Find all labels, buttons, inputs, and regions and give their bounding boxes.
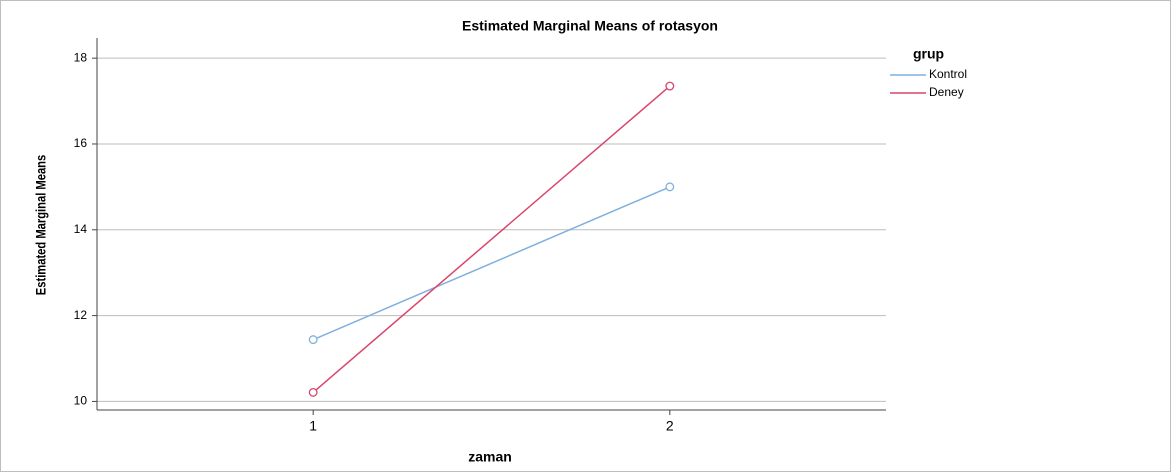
point-marker <box>665 81 675 91</box>
y-tick-label: 10 <box>74 394 88 408</box>
x-tick-label: 1 <box>309 418 317 434</box>
point-marker <box>665 182 675 192</box>
y-tick-label: 18 <box>74 50 88 64</box>
point-marker <box>308 387 318 397</box>
x-axis-title: zaman <box>468 449 512 465</box>
y-axis-title: Estimated Marginal Means <box>34 155 49 295</box>
y-tick-label: 12 <box>74 308 88 322</box>
y-tick-label: 14 <box>74 222 88 236</box>
legend-label: Deney <box>929 85 964 99</box>
legend-title: grup <box>913 46 944 62</box>
point-marker <box>308 335 318 345</box>
y-tick-label: 16 <box>74 136 88 150</box>
legend-label: Kontrol <box>929 67 967 81</box>
series-line <box>312 186 671 341</box>
series-line <box>312 85 671 393</box>
chart-title: Estimated Marginal Means of rotasyon <box>462 18 718 34</box>
x-tick-label: 2 <box>666 418 674 434</box>
